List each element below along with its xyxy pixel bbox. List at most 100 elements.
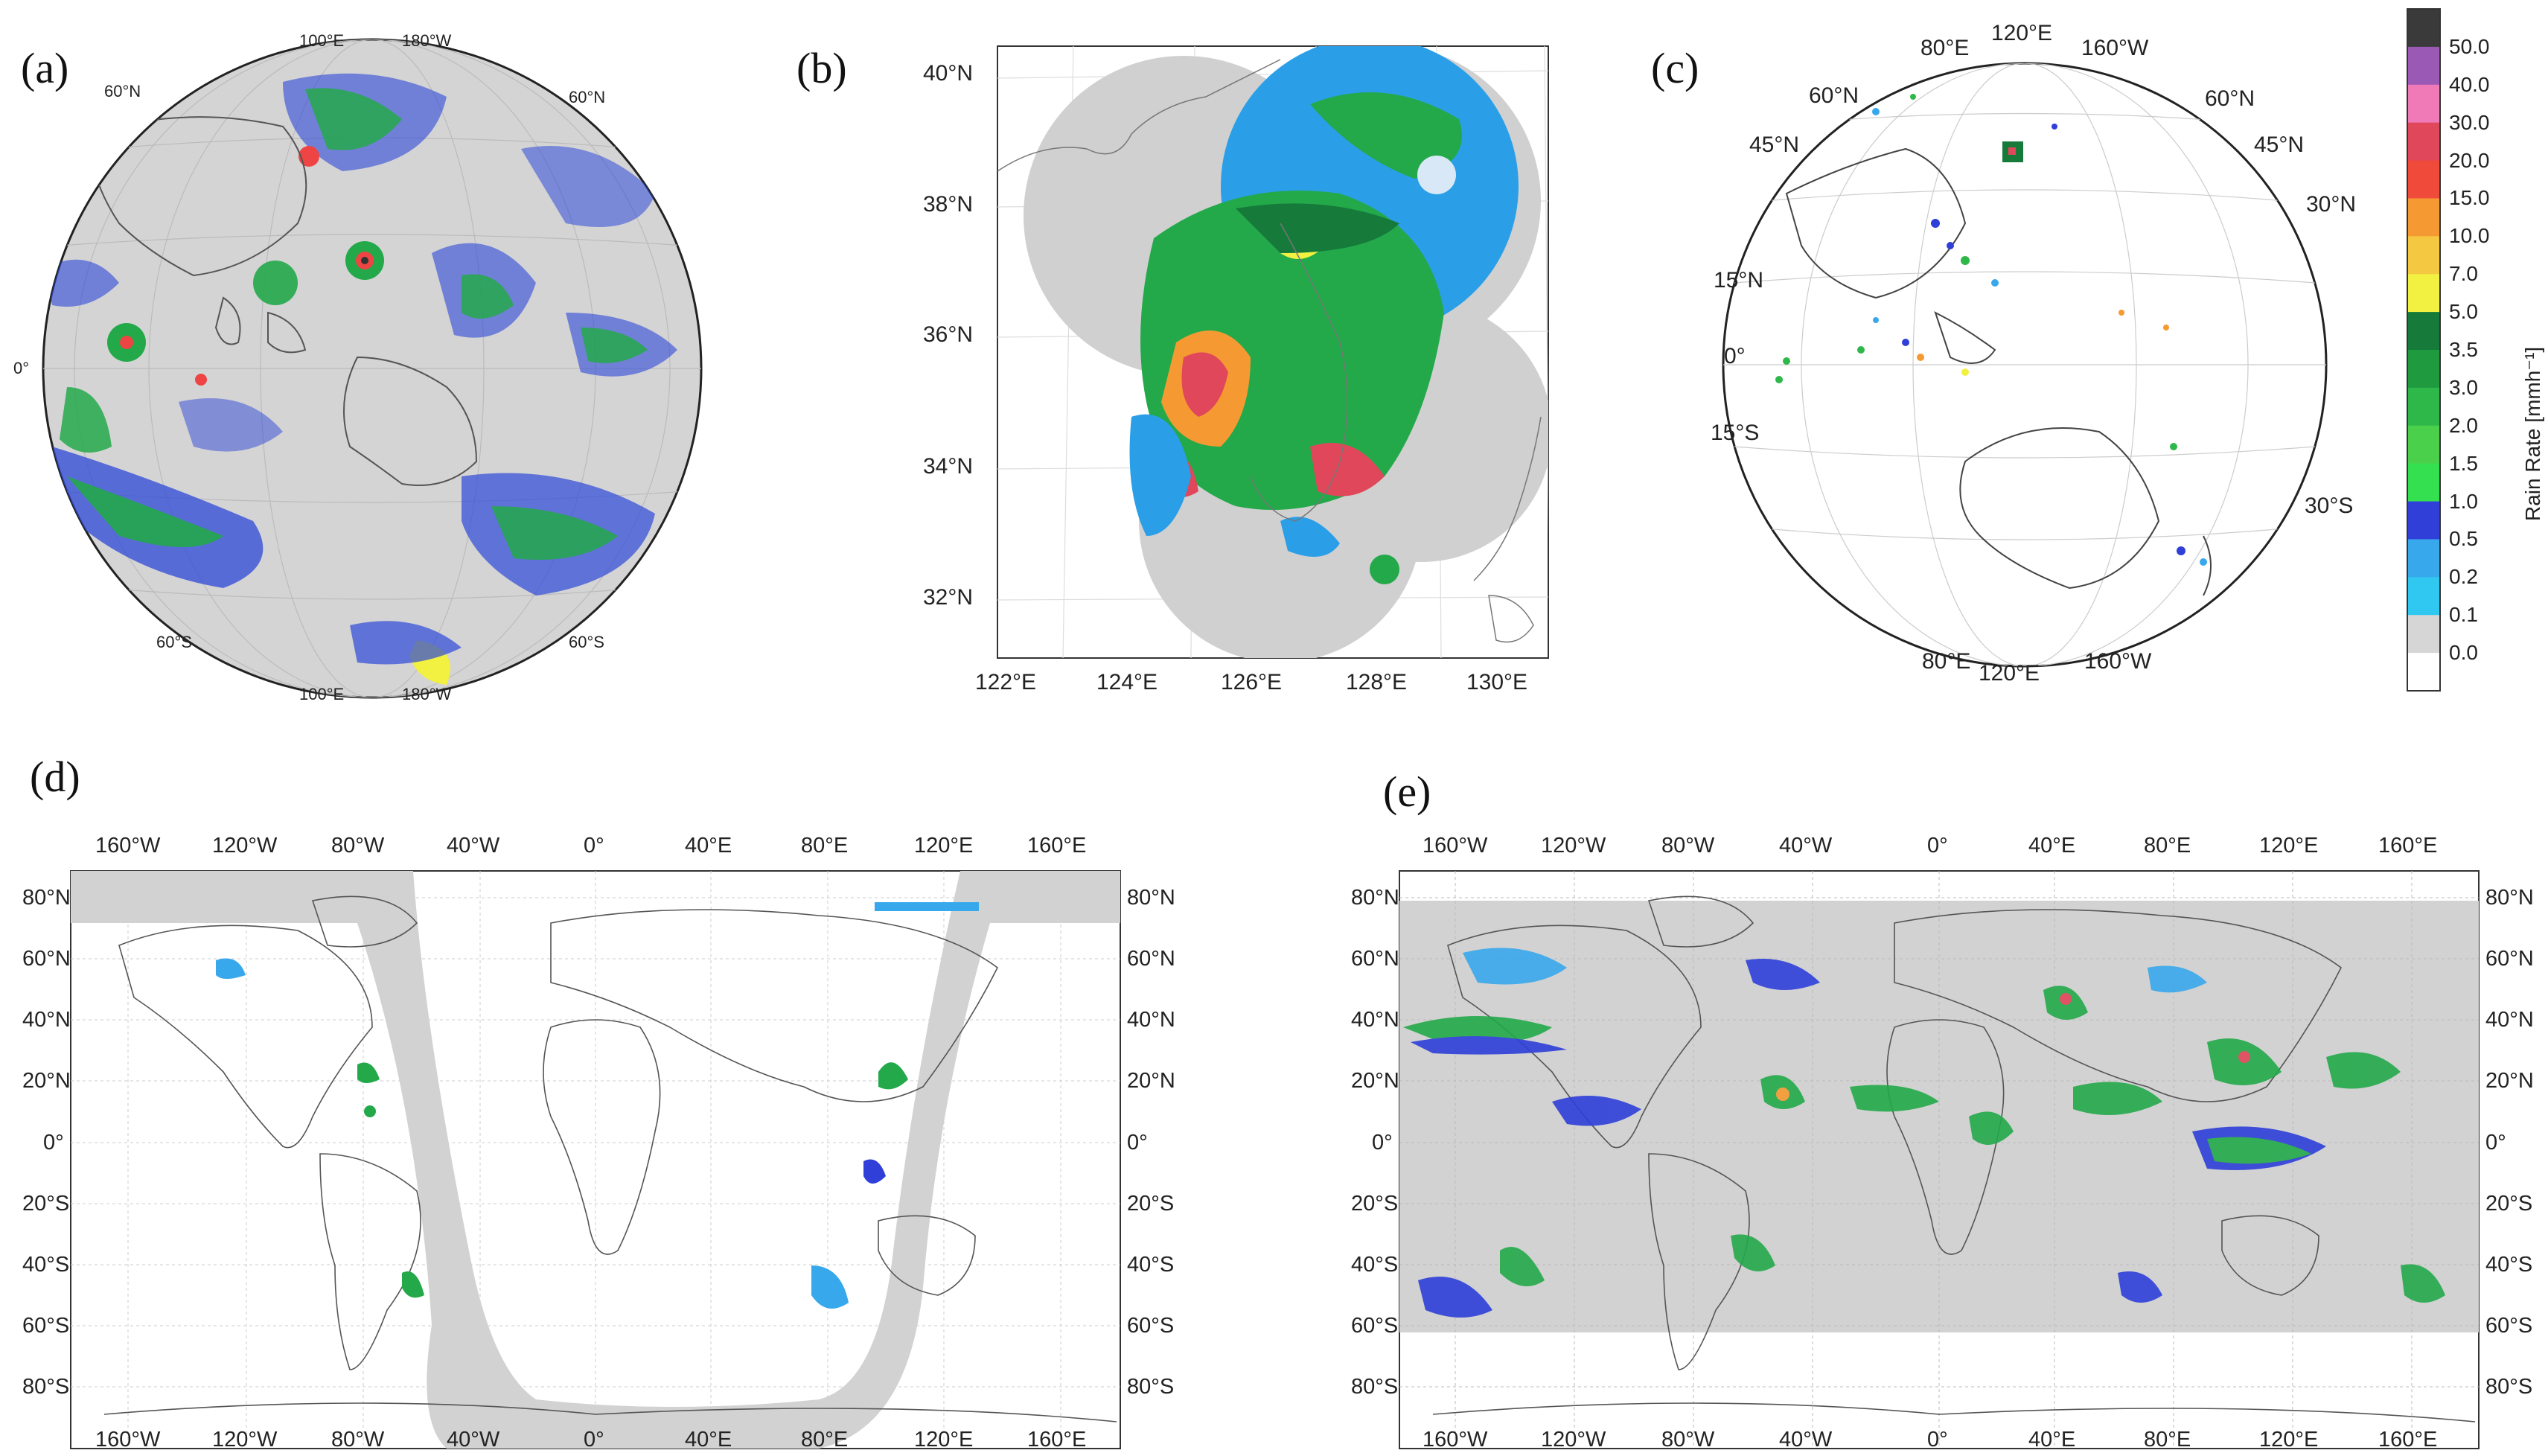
colorbar-frame: [2407, 8, 2441, 692]
map-e-lat-0-right: 0°: [2485, 1131, 2506, 1155]
map-e-lat-60n: 60°N: [1351, 947, 1399, 971]
panel-a-tick-bottom-180w: 180°W: [402, 685, 452, 703]
panel-c-tick-top-80e: 80°E: [1920, 36, 1970, 60]
map-d-lon-80e: 80°E: [801, 834, 849, 858]
map-e-lat-80s: 80°S: [1351, 1375, 1399, 1399]
panel-a-tick-top-180w: 180°W: [402, 31, 452, 50]
map-e-lat-20n-right: 20°N: [2485, 1069, 2534, 1093]
map-d-lon-160w: 160°W: [95, 834, 161, 858]
colorbar-swatch: [2407, 615, 2440, 654]
panel-c-tick-bottom-120e: 120°E: [1979, 661, 2040, 686]
map-e-lat-80n: 80°N: [1351, 886, 1399, 910]
colorbar-swatch: [2407, 577, 2440, 616]
colorbar-level-label: 15.0: [2449, 186, 2490, 210]
globe-c-map: [1722, 62, 2328, 668]
panel-c-tick-right-30s: 30°S: [2305, 494, 2354, 518]
map-e-lat-20n: 20°N: [1351, 1069, 1399, 1093]
colorbar-swatch: [2407, 425, 2440, 464]
panel-c-tick-top-160w: 160°W: [2081, 36, 2149, 60]
map-e-lon-80e: 80°E: [2144, 834, 2191, 858]
map-e-lat-60s: 60°S: [1351, 1314, 1399, 1338]
map-d-lat-80s-right: 80°S: [1127, 1375, 1175, 1399]
colorbar-level-label: 1.5: [2449, 451, 2478, 475]
panel-c-tick-left-15s: 15°S: [1711, 421, 1760, 445]
colorbar-title: Rain Rate [mmh⁻¹]: [2521, 346, 2544, 521]
colorbar-level-label: 1.0: [2449, 489, 2478, 513]
colorbar-level-label: 3.5: [2449, 338, 2478, 361]
panel-c-tick-left-15n: 15°N: [1714, 268, 1764, 293]
panel-c-globe: 80°E 120°E 160°W 80°E 120°E 160°W 60°N 4…: [1653, 0, 2397, 715]
colorbar-level-label: 10.0: [2449, 224, 2490, 248]
panel-b-lat-40n: 40°N: [923, 61, 974, 86]
map-e-lon-40e-bottom: 40°E: [2028, 1428, 2076, 1452]
panel-b-lon-122e: 122°E: [975, 670, 1037, 695]
map-e-lon-80w-bottom: 80°W: [1661, 1428, 1715, 1452]
panel-b-lat-36n: 36°N: [923, 322, 974, 347]
map-d-lon-120e-bottom: 120°E: [914, 1428, 974, 1452]
colorbar-swatch: [2407, 387, 2440, 427]
colorbar-level-label: 50.0: [2449, 34, 2490, 58]
colorbar-level-label: 30.0: [2449, 110, 2490, 134]
colorbar-level-label: 0.0: [2449, 641, 2478, 665]
map-e-lon-160e: 160°E: [2378, 834, 2438, 858]
world-map-e: [1399, 870, 2480, 1449]
map-e-lon-160e-bottom: 160°E: [2378, 1428, 2438, 1452]
panel-b-lat-34n: 34°N: [923, 454, 974, 479]
colorbar-swatch: [2407, 84, 2440, 124]
colorbar-swatch: [2407, 46, 2440, 86]
map-e-lat-20s: 20°S: [1351, 1192, 1399, 1216]
colorbar-swatch: [2407, 9, 2440, 48]
panel-a-tick-top-100e: 100°E: [299, 31, 345, 50]
colorbar-level-label: 2.0: [2449, 413, 2478, 437]
map-d-lat-40n-right: 40°N: [1127, 1008, 1175, 1032]
map-d-lat-60n: 60°N: [22, 947, 71, 971]
map-e-lat-80n-right: 80°N: [2485, 886, 2534, 910]
map-d-lat-20n-right: 20°N: [1127, 1069, 1175, 1093]
map-d-lat-40n: 40°N: [22, 1008, 71, 1032]
map-d-lat-20s: 20°S: [22, 1192, 70, 1216]
radar-b-map: [997, 45, 1549, 659]
rain-rate-colorbar: 50.0 40.0 30.0 20.0 15.0 10.0 7.0 5.0 3.5 3.0 2.0 1…: [2397, 0, 2548, 700]
colorbar-swatch: [2407, 160, 2440, 199]
map-d-lon-40e-bottom: 40°E: [685, 1428, 732, 1452]
map-e-lat-0: 0°: [1372, 1131, 1393, 1155]
map-d-lon-40e: 40°E: [685, 834, 732, 858]
map-d-lat-20n: 20°N: [22, 1069, 71, 1093]
map-e-lon-120e: 120°E: [2259, 834, 2319, 858]
panel-c-tick-left-0: 0°: [1724, 344, 1746, 368]
map-d-lat-80n-right: 80°N: [1127, 886, 1175, 910]
panel-b-lon-130e: 130°E: [1466, 670, 1528, 695]
map-e-lat-80s-right: 80°S: [2485, 1375, 2533, 1399]
map-d-lat-60n-right: 60°N: [1127, 947, 1175, 971]
map-e-lon-0: 0°: [1927, 834, 1948, 858]
panel-b-lat-38n: 38°N: [923, 192, 974, 217]
colorbar-swatch: [2407, 501, 2440, 540]
map-d-lat-0-right: 0°: [1127, 1131, 1148, 1155]
map-d-lon-40w-bottom: 40°W: [447, 1428, 500, 1452]
panel-b-lon-126e: 126°E: [1221, 670, 1283, 695]
map-e-lon-40e: 40°E: [2028, 834, 2076, 858]
map-e-lon-120e-bottom: 120°E: [2259, 1428, 2319, 1452]
panel-c-tick-left-45n: 45°N: [1749, 132, 1800, 157]
map-d-lon-80w: 80°W: [331, 834, 385, 858]
panel-a-tick-right-60s: 60°S: [569, 633, 604, 651]
map-d-lat-60s: 60°S: [22, 1314, 70, 1338]
panel-c-tick-right-30n: 30°N: [2306, 192, 2357, 217]
panel-e-world-map: 160°W 120°W 80°W 40°W 0° 40°E 80°E 120°E…: [1329, 804, 2548, 1456]
map-d-lat-40s-right: 40°S: [1127, 1253, 1175, 1277]
colorbar-level-label: 0.5: [2449, 527, 2478, 551]
map-d-lat-20s-right: 20°S: [1127, 1192, 1175, 1216]
map-d-lon-0: 0°: [584, 834, 604, 858]
panel-c-tick-right-60n: 60°N: [2205, 86, 2255, 111]
map-d-lon-0-bottom: 0°: [584, 1428, 604, 1452]
colorbar-level-label: 40.0: [2449, 72, 2490, 96]
map-d-lon-160e-bottom: 160°E: [1027, 1428, 1087, 1452]
map-e-lat-40s-right: 40°S: [2485, 1253, 2533, 1277]
map-d-lat-80s: 80°S: [22, 1375, 70, 1399]
panel-b-lon-128e: 128°E: [1346, 670, 1408, 695]
map-d-lon-80w-bottom: 80°W: [331, 1428, 385, 1452]
panel-a-tick-left-60n: 60°N: [104, 82, 141, 100]
map-d-lat-60s-right: 60°S: [1127, 1314, 1175, 1338]
map-e-lon-160w-bottom: 160°W: [1423, 1428, 1488, 1452]
map-e-lat-40n: 40°N: [1351, 1008, 1399, 1032]
